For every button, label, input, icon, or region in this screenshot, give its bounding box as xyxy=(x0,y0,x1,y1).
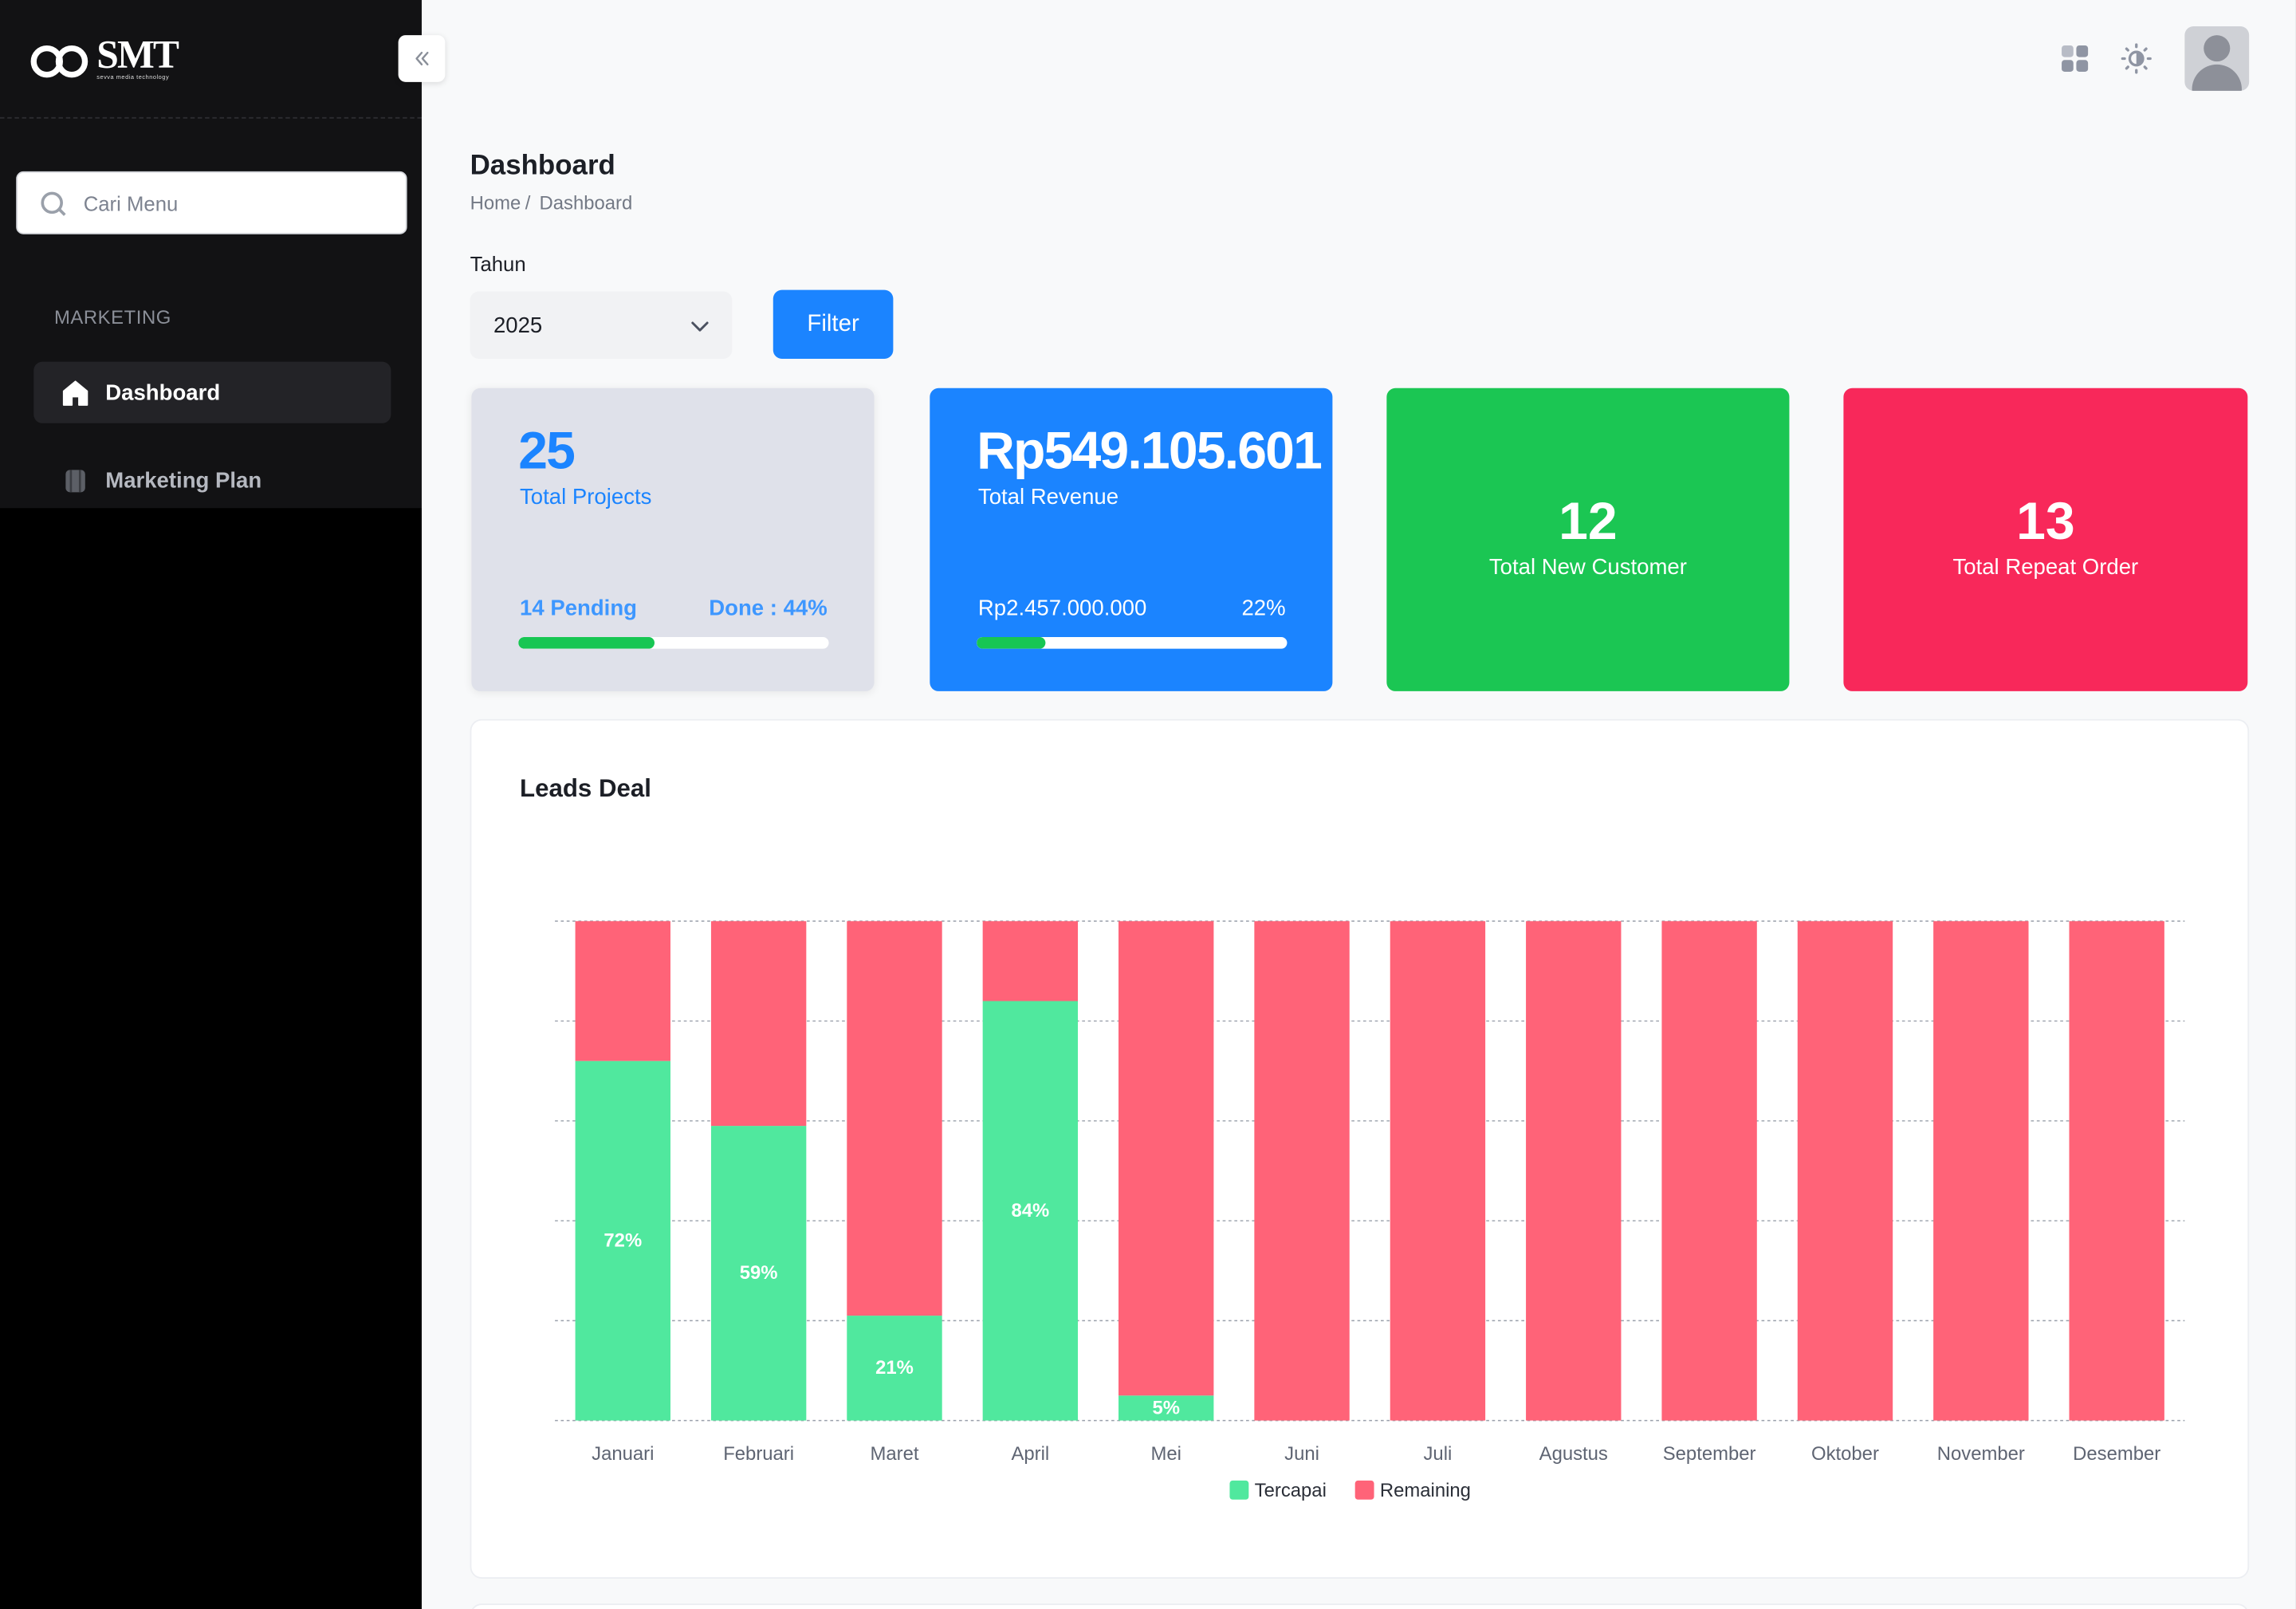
search-box[interactable] xyxy=(16,171,407,234)
x-tick-label: April xyxy=(1011,1443,1049,1465)
data-label: 72% xyxy=(603,1229,642,1251)
projects-progress-fill xyxy=(518,636,655,649)
home-icon xyxy=(60,378,89,407)
filter-button[interactable]: Filter xyxy=(773,289,894,359)
leads-deal-chart-card: 72% Januari 59% Februari 21% Maret 84% April 5% M… xyxy=(470,718,2250,1579)
bar-remaining-juli xyxy=(1390,921,1486,1421)
breadcrumb-current: Dashboard xyxy=(539,191,633,214)
bar-remaining-november xyxy=(1933,921,2029,1421)
sidebar-item-label: Dashboard xyxy=(105,380,221,405)
legend-label-remaining: Remaining xyxy=(1380,1480,1471,1501)
x-tick-label: Agustus xyxy=(1539,1443,1608,1465)
chevron-down-icon xyxy=(691,313,709,337)
revenue-percent: 22% xyxy=(1241,596,1286,621)
bar-tercapai-januari xyxy=(575,1060,670,1421)
leads-deal-chart: 72% Januari 59% Februari 21% Maret 84% April 5% M… xyxy=(555,920,2185,1501)
bar-remaining-desember xyxy=(2069,921,2164,1421)
x-tick-label: Oktober xyxy=(1811,1443,1879,1465)
done-percent: Done : 44% xyxy=(709,596,828,621)
total-new-customer-card: 12 Total New Customer xyxy=(1386,387,1790,691)
apps-grid-icon[interactable] xyxy=(2062,45,2089,72)
bar-remaining-april xyxy=(982,921,1079,1001)
bar-remaining-agustus xyxy=(1526,921,1622,1421)
x-tick-label: Februari xyxy=(723,1443,794,1465)
sidebar-collapse-button[interactable] xyxy=(398,35,446,82)
theme-toggle-sun-icon[interactable] xyxy=(2121,42,2152,74)
total-revenue-card: Rp549.105.601 Total Revenue Rp2.457.000.… xyxy=(930,387,1333,691)
breadcrumb-home[interactable]: Home xyxy=(470,191,521,214)
total-new-customer-value: 12 xyxy=(1559,490,1618,551)
year-select-value: 2025 xyxy=(493,313,543,338)
x-tick-label: Juli xyxy=(1424,1443,1453,1465)
sidebar-item-dashboard[interactable]: Dashboard xyxy=(33,361,391,423)
infinity-logo-icon xyxy=(30,36,96,80)
data-label: 59% xyxy=(740,1262,778,1284)
bar-tercapai-februari xyxy=(710,1126,807,1421)
total-projects-card: 25 Total Projects 14 Pending Done : 44% xyxy=(471,387,875,691)
bar-remaining-september xyxy=(1661,921,1757,1421)
total-repeat-order-label: Total Repeat Order xyxy=(1952,555,2139,580)
double-chevron-left-icon xyxy=(415,51,429,66)
data-label: 5% xyxy=(1152,1397,1179,1418)
total-projects-value: 25 xyxy=(518,420,576,481)
sidebar-divider xyxy=(0,116,422,119)
data-label: 21% xyxy=(875,1357,914,1379)
year-select[interactable]: 2025 xyxy=(470,291,733,359)
search-icon xyxy=(41,191,63,214)
x-tick-label: November xyxy=(1937,1443,2025,1465)
sidebar-empty-area xyxy=(0,508,422,1609)
total-new-customer-label: Total New Customer xyxy=(1488,555,1687,580)
breadcrumb-separator: / xyxy=(525,191,531,214)
binder-icon xyxy=(60,466,89,495)
revenue-progress-bar xyxy=(977,636,1288,649)
projects-progress-bar xyxy=(518,636,829,649)
bar-remaining-mei xyxy=(1119,921,1214,1396)
breadcrumb: Home / Dashboard xyxy=(470,192,633,214)
logo-subtitle: sevva media technology xyxy=(96,73,170,81)
year-label: Tahun xyxy=(470,251,526,276)
header-actions xyxy=(2062,26,2250,91)
bar-remaining-maret xyxy=(847,921,942,1316)
total-revenue-value: Rp549.105.601 xyxy=(977,420,1323,481)
total-revenue-label: Total Revenue xyxy=(977,484,1119,510)
bar-remaining-oktober xyxy=(1797,921,1893,1421)
section-label-marketing: MARKETING xyxy=(53,305,171,328)
sidebar: SMT sevva media technology MARKETING Das… xyxy=(0,0,422,511)
legend-label-tercapai: Tercapai xyxy=(1255,1480,1327,1501)
legend-swatch-remaining xyxy=(1354,1480,1374,1500)
sidebar-item-marketing-plan[interactable]: Marketing Plan xyxy=(33,450,391,511)
chart-title: Leads Deal xyxy=(520,774,651,803)
revenue-progress-fill xyxy=(977,636,1045,649)
avatar[interactable] xyxy=(2184,26,2250,91)
pending-count: 14 Pending xyxy=(520,596,638,621)
bar-tercapai-mei xyxy=(1119,1395,1214,1421)
total-repeat-order-value: 13 xyxy=(2016,490,2075,551)
bar-tercapai-april xyxy=(982,1001,1079,1421)
bar-tercapai-maret xyxy=(847,1316,942,1421)
legend-swatch-tercapai xyxy=(1229,1480,1249,1500)
x-tick-label: Januari xyxy=(592,1443,654,1465)
logo-title: SMT xyxy=(96,32,179,77)
x-tick-label: Desember xyxy=(2073,1443,2160,1465)
data-label: 84% xyxy=(1011,1200,1049,1222)
x-tick-label: Maret xyxy=(870,1443,918,1465)
sidebar-item-label: Marketing Plan xyxy=(105,467,262,494)
revenue-target: Rp2.457.000.000 xyxy=(977,596,1147,621)
next-card-edge xyxy=(470,1603,2250,1609)
bar-remaining-juni xyxy=(1254,921,1350,1421)
logo[interactable]: SMT sevva media technology xyxy=(30,32,179,81)
bar-remaining-februari xyxy=(710,921,807,1127)
bar-remaining-januari xyxy=(575,921,670,1061)
x-tick-label: Mei xyxy=(1150,1443,1181,1465)
main-content: Dashboard Home / Dashboard Tahun 2025 Fi… xyxy=(421,0,2296,1609)
page-title: Dashboard xyxy=(470,151,615,182)
total-projects-label: Total Projects xyxy=(520,484,652,510)
x-tick-label: September xyxy=(1663,1443,1756,1465)
search-input[interactable] xyxy=(83,191,377,215)
x-tick-label: Juni xyxy=(1284,1443,1319,1465)
total-repeat-order-card: 13 Total Repeat Order xyxy=(1843,387,2248,691)
